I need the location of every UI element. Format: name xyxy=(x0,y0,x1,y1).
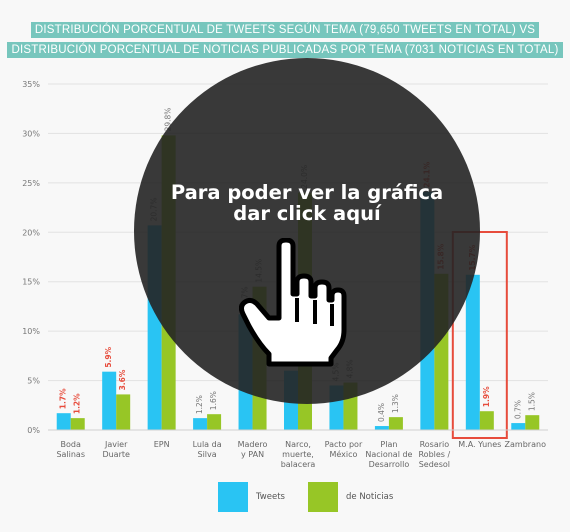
data-label: 1.2% xyxy=(73,393,82,414)
chart-title-line-2: DISTRIBUCIÓN PORCENTUAL DE NOTICIAS PUBL… xyxy=(7,42,563,58)
x-tick-label: Robles / xyxy=(418,450,450,459)
bar xyxy=(465,274,480,430)
chart-title-line-1: DISTRIBUCIÓN PORCENTUAL DE TWEETS SEGÚN … xyxy=(30,22,540,38)
legend-item-tweets: Tweets xyxy=(218,482,285,512)
bar xyxy=(388,417,403,430)
x-tick-label: Rosario xyxy=(420,440,450,449)
x-tick-label: Boda xyxy=(61,440,81,449)
data-label: 3.6% xyxy=(118,369,127,390)
data-label: 1.5% xyxy=(527,392,536,411)
data-label: 1.2% xyxy=(195,395,204,414)
x-tick-label: Silva xyxy=(198,450,217,459)
y-tick-label: 5% xyxy=(27,377,40,386)
pointing-hand-icon xyxy=(239,238,347,367)
data-label: 1.6% xyxy=(209,391,218,410)
bar xyxy=(116,394,131,430)
legend-label-tweets: Tweets xyxy=(256,492,285,502)
x-tick-label: Pacto por xyxy=(325,440,363,449)
y-tick-label: 15% xyxy=(22,278,40,287)
x-tick-label: México xyxy=(329,449,357,459)
y-tick-label: 35% xyxy=(22,80,40,89)
data-label: 1.9% xyxy=(482,386,491,407)
x-tick-label: Plan xyxy=(380,440,397,449)
x-tick-label: Nacional de xyxy=(365,450,412,459)
x-tick-label: Narco, xyxy=(285,440,311,449)
x-tick-label: Sedesol xyxy=(419,460,450,469)
x-tick-label: Zambrano xyxy=(505,440,547,449)
y-tick-label: 0% xyxy=(27,426,40,435)
bar xyxy=(70,418,85,430)
data-label: 5.9% xyxy=(104,346,113,367)
legend: Tweets de Noticias xyxy=(0,482,570,512)
x-tick-label: Lula da xyxy=(193,440,222,449)
bar xyxy=(56,413,71,430)
y-tick-label: 25% xyxy=(22,179,40,188)
legend-swatch-tweets xyxy=(218,482,248,512)
bar xyxy=(102,371,117,430)
overlay-text-line-2: dar click aquí xyxy=(233,202,381,225)
legend-item-noticias: de Noticias xyxy=(308,482,393,512)
bar xyxy=(479,411,494,430)
overlay-text: Para poder ver la gráfica dar click aquí xyxy=(134,182,480,224)
legend-label-noticias: de Noticias xyxy=(346,492,394,502)
data-label: 0.7% xyxy=(513,400,522,419)
data-label: 1.7% xyxy=(59,388,68,409)
x-tick-label: Desarrollo xyxy=(369,460,410,469)
view-chart-overlay-button[interactable]: Para poder ver la gráfica dar click aquí xyxy=(134,58,480,404)
overlay-text-line-1: Para poder ver la gráfica xyxy=(170,181,444,204)
y-tick-label: 30% xyxy=(22,129,40,138)
y-tick-label: 10% xyxy=(22,327,40,336)
y-tick-label: 20% xyxy=(22,228,40,237)
x-tick-label: EPN xyxy=(154,440,170,449)
x-tick-label: Madero xyxy=(238,440,268,449)
bar xyxy=(511,423,526,430)
bar xyxy=(207,414,222,430)
x-tick-label: y PAN xyxy=(241,450,264,459)
x-tick-label: Javier xyxy=(104,440,128,449)
x-tick-label: Salinas xyxy=(56,450,85,459)
x-tick-label: muerte, xyxy=(282,450,314,459)
bar xyxy=(193,418,208,430)
data-label: 1.3% xyxy=(391,394,400,413)
x-tick-label: M.A. Yunes xyxy=(458,440,501,449)
x-tick-label: balacera xyxy=(281,460,316,469)
data-label: 29.8% xyxy=(164,108,173,132)
bar xyxy=(525,415,540,430)
data-label: 0.4% xyxy=(377,403,386,422)
bar xyxy=(374,426,389,430)
x-tick-label: Duarte xyxy=(102,450,130,459)
legend-swatch-noticias xyxy=(308,482,338,512)
chart-title: DISTRIBUCIÓN PORCENTUAL DE TWEETS SEGÚN … xyxy=(0,18,570,58)
